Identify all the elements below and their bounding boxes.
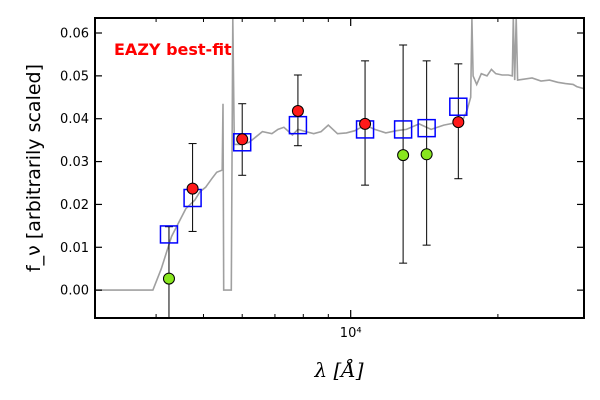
upper-limit-point [397, 149, 410, 162]
x-axis: 10⁴ [94, 18, 585, 341]
plot-frame [94, 17, 585, 319]
y-tick-label: 0.03 [60, 155, 89, 170]
model-point [417, 118, 436, 138]
x-tick-label: 10⁴ [340, 326, 362, 341]
observed-point [186, 182, 199, 195]
model-point [393, 120, 413, 139]
y-tick-label: 0.02 [60, 198, 89, 213]
observed-point [236, 133, 249, 146]
model-point [449, 97, 468, 116]
y-tick-label: 0.05 [60, 69, 89, 84]
y-tick-label: 0.06 [60, 27, 89, 42]
upper-limit-point [420, 148, 433, 161]
y-tick-label: 0.04 [60, 112, 89, 127]
upper-limit-point [162, 272, 175, 285]
model-point [159, 225, 179, 244]
sed-template-line [95, 18, 584, 291]
y-axis: 0.00 0.01 0.02 0.03 0.04 0.05 0.06 [60, 27, 584, 299]
y-tick-label: 0.01 [60, 241, 89, 256]
y-axis-label: f_ν [arbitrarily scaled] [23, 64, 45, 272]
observed-point [452, 116, 465, 129]
observed-point [291, 105, 304, 117]
y-tick-label: 0.00 [60, 284, 89, 299]
plot-area [95, 18, 584, 318]
x-axis-label: λ [Å] [313, 357, 363, 382]
observed-point [359, 117, 372, 130]
annotation-label: EAZY best-fit [114, 40, 232, 59]
